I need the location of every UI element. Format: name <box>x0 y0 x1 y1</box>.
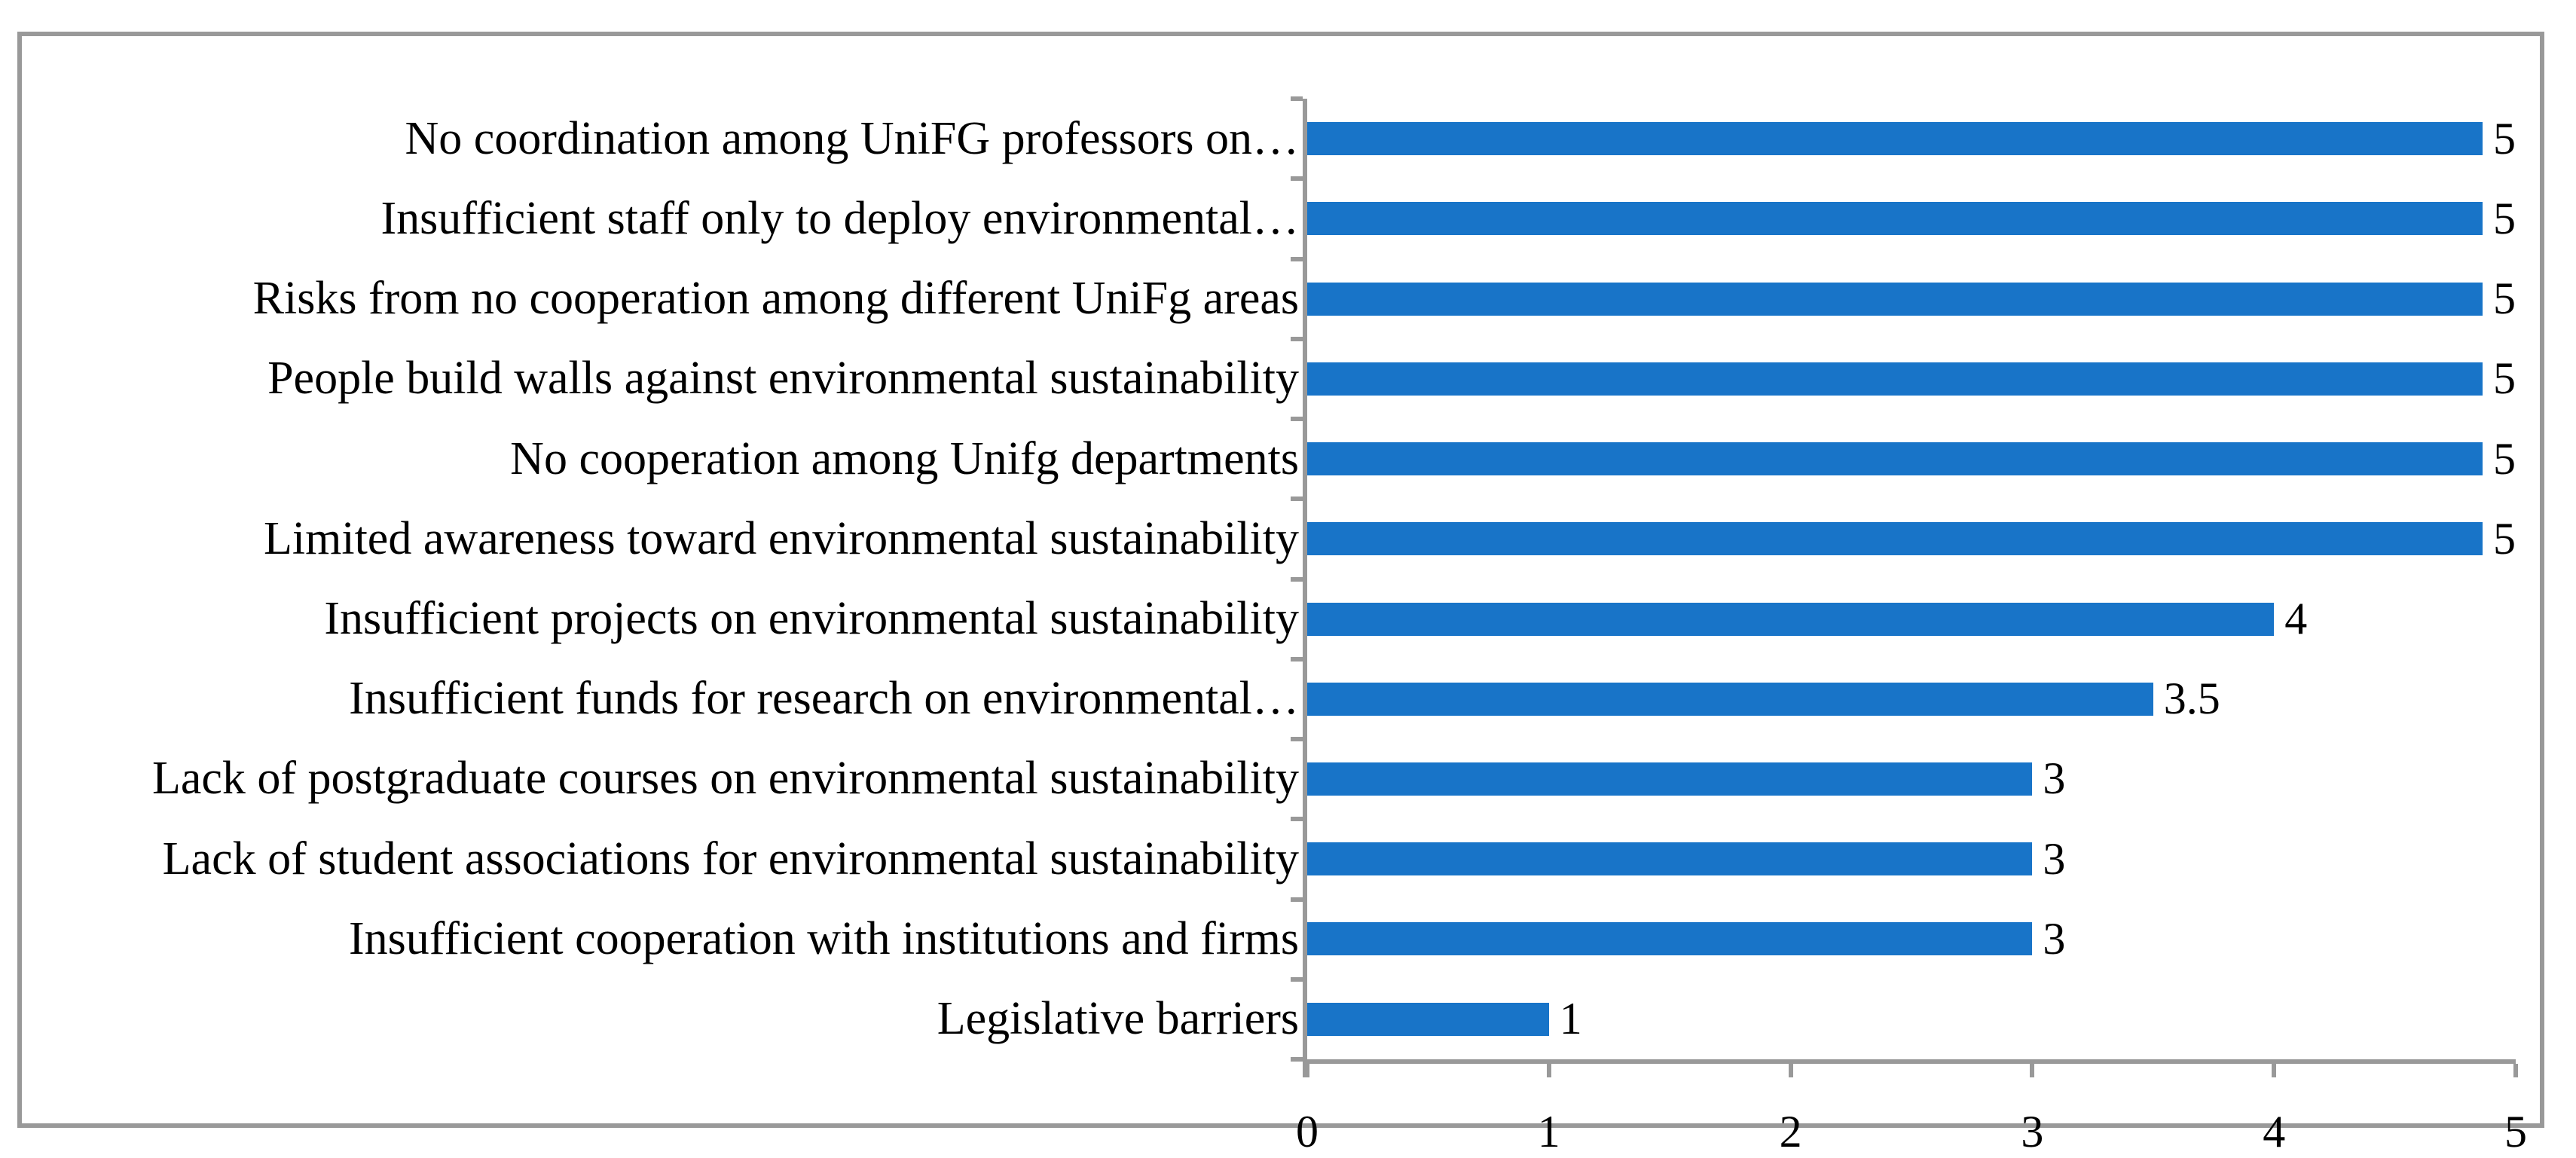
category-label: Lack of student associations for environ… <box>162 833 1299 885</box>
bar-value-label: 3 <box>2043 753 2066 804</box>
category-axis-tick <box>1291 336 1303 341</box>
category-label: No coordination among UniFG professors o… <box>405 112 1299 164</box>
category-label: Insufficient funds for research on envir… <box>349 673 1299 725</box>
category-axis-tick <box>1291 96 1303 101</box>
bar-row: 4 <box>1307 579 2516 658</box>
bar-row: 5 <box>1307 419 2516 499</box>
x-tick-label: 5 <box>2504 1107 2527 1156</box>
bar-value-label: 5 <box>2493 193 2516 243</box>
bar <box>1307 442 2483 476</box>
value-axis-tick <box>1546 1064 1551 1077</box>
category-axis-tick <box>1291 576 1303 582</box>
category-axis-tick <box>1291 817 1303 822</box>
category-label: Insufficient staff only to deploy enviro… <box>380 192 1299 244</box>
category-label: Lack of postgraduate courses on environm… <box>151 753 1299 805</box>
category-label: People build walls against environmental… <box>267 353 1299 405</box>
category-label: Insufficient cooperation with institutio… <box>348 912 1299 964</box>
bar-row: 3.5 <box>1307 659 2516 739</box>
bar-value-label: 3 <box>2043 833 2066 884</box>
category-label: Limited awareness toward environmental s… <box>264 512 1299 564</box>
bar-row: 5 <box>1307 258 2516 338</box>
bar-value-label: 5 <box>2493 113 2516 163</box>
category-label: No cooperation among Unifg departments <box>510 432 1299 484</box>
category-axis-tick <box>1291 176 1303 182</box>
bar-rows: 5 5 5 5 5 5 4 <box>1307 99 2516 1059</box>
bar <box>1307 762 2033 796</box>
bar-value-label: 1 <box>1559 994 1582 1044</box>
bar <box>1307 842 2033 876</box>
value-axis-tick <box>2513 1064 2518 1077</box>
bar-value-label: 5 <box>2493 513 2516 564</box>
bar <box>1307 1002 1549 1036</box>
category-label: Legislative barriers <box>937 993 1299 1045</box>
bar-row: 3 <box>1307 739 2516 819</box>
category-axis-labels: No coordination among UniFG professors o… <box>49 99 1299 1059</box>
bar <box>1307 362 2483 396</box>
bar-value-label: 4 <box>2284 594 2308 644</box>
value-axis-tick <box>2030 1064 2035 1077</box>
bar-value-label: 3 <box>2043 913 2066 964</box>
x-tick-label: 2 <box>1779 1107 1802 1156</box>
category-axis-tick <box>1291 497 1303 502</box>
x-tick-label: 3 <box>2021 1107 2044 1156</box>
value-axis-tick <box>1788 1064 1793 1077</box>
value-axis-line <box>1303 1059 2516 1064</box>
bar-value-label: 5 <box>2493 353 2516 404</box>
bar-value-label: 3.5 <box>2163 674 2220 724</box>
category-axis-tick <box>1291 256 1303 261</box>
bar-row: 5 <box>1307 499 2516 579</box>
category-axis-line <box>1303 99 1307 1077</box>
x-tick-label: 1 <box>1537 1107 1560 1156</box>
x-tick-label: 4 <box>2263 1107 2286 1156</box>
bar-value-label: 5 <box>2493 433 2516 484</box>
value-axis-tick <box>2272 1064 2277 1077</box>
category-axis-tick <box>1291 976 1303 982</box>
x-tick-label: 0 <box>1296 1107 1319 1156</box>
category-axis-tick <box>1291 417 1303 421</box>
bar-row: 1 <box>1307 979 2516 1059</box>
bar <box>1307 922 2033 956</box>
bar-chart-figure: No coordination among UniFG professors o… <box>17 32 2544 1156</box>
bar <box>1307 202 2483 236</box>
category-axis-tick <box>1291 1057 1303 1062</box>
bar-row: 3 <box>1307 899 2516 979</box>
value-axis-tick <box>1305 1064 1309 1077</box>
category-axis-tick <box>1291 737 1303 741</box>
bar-row: 3 <box>1307 819 2516 899</box>
bar-row: 5 <box>1307 179 2516 258</box>
category-label: Risks from no cooperation among differen… <box>252 273 1299 325</box>
bar <box>1307 282 2483 316</box>
category-label: Insufficient projects on environmental s… <box>324 593 1299 645</box>
category-axis-tick <box>1291 656 1303 661</box>
bar <box>1307 522 2483 556</box>
plot-area: 5 5 5 5 5 5 4 <box>1291 96 2527 1156</box>
bar <box>1307 682 2153 716</box>
bar-row: 5 <box>1307 339 2516 419</box>
category-axis-tick <box>1291 897 1303 902</box>
bar <box>1307 122 2483 156</box>
bar-row: 5 <box>1307 99 2516 179</box>
bar <box>1307 602 2275 636</box>
bar-value-label: 5 <box>2493 273 2516 324</box>
